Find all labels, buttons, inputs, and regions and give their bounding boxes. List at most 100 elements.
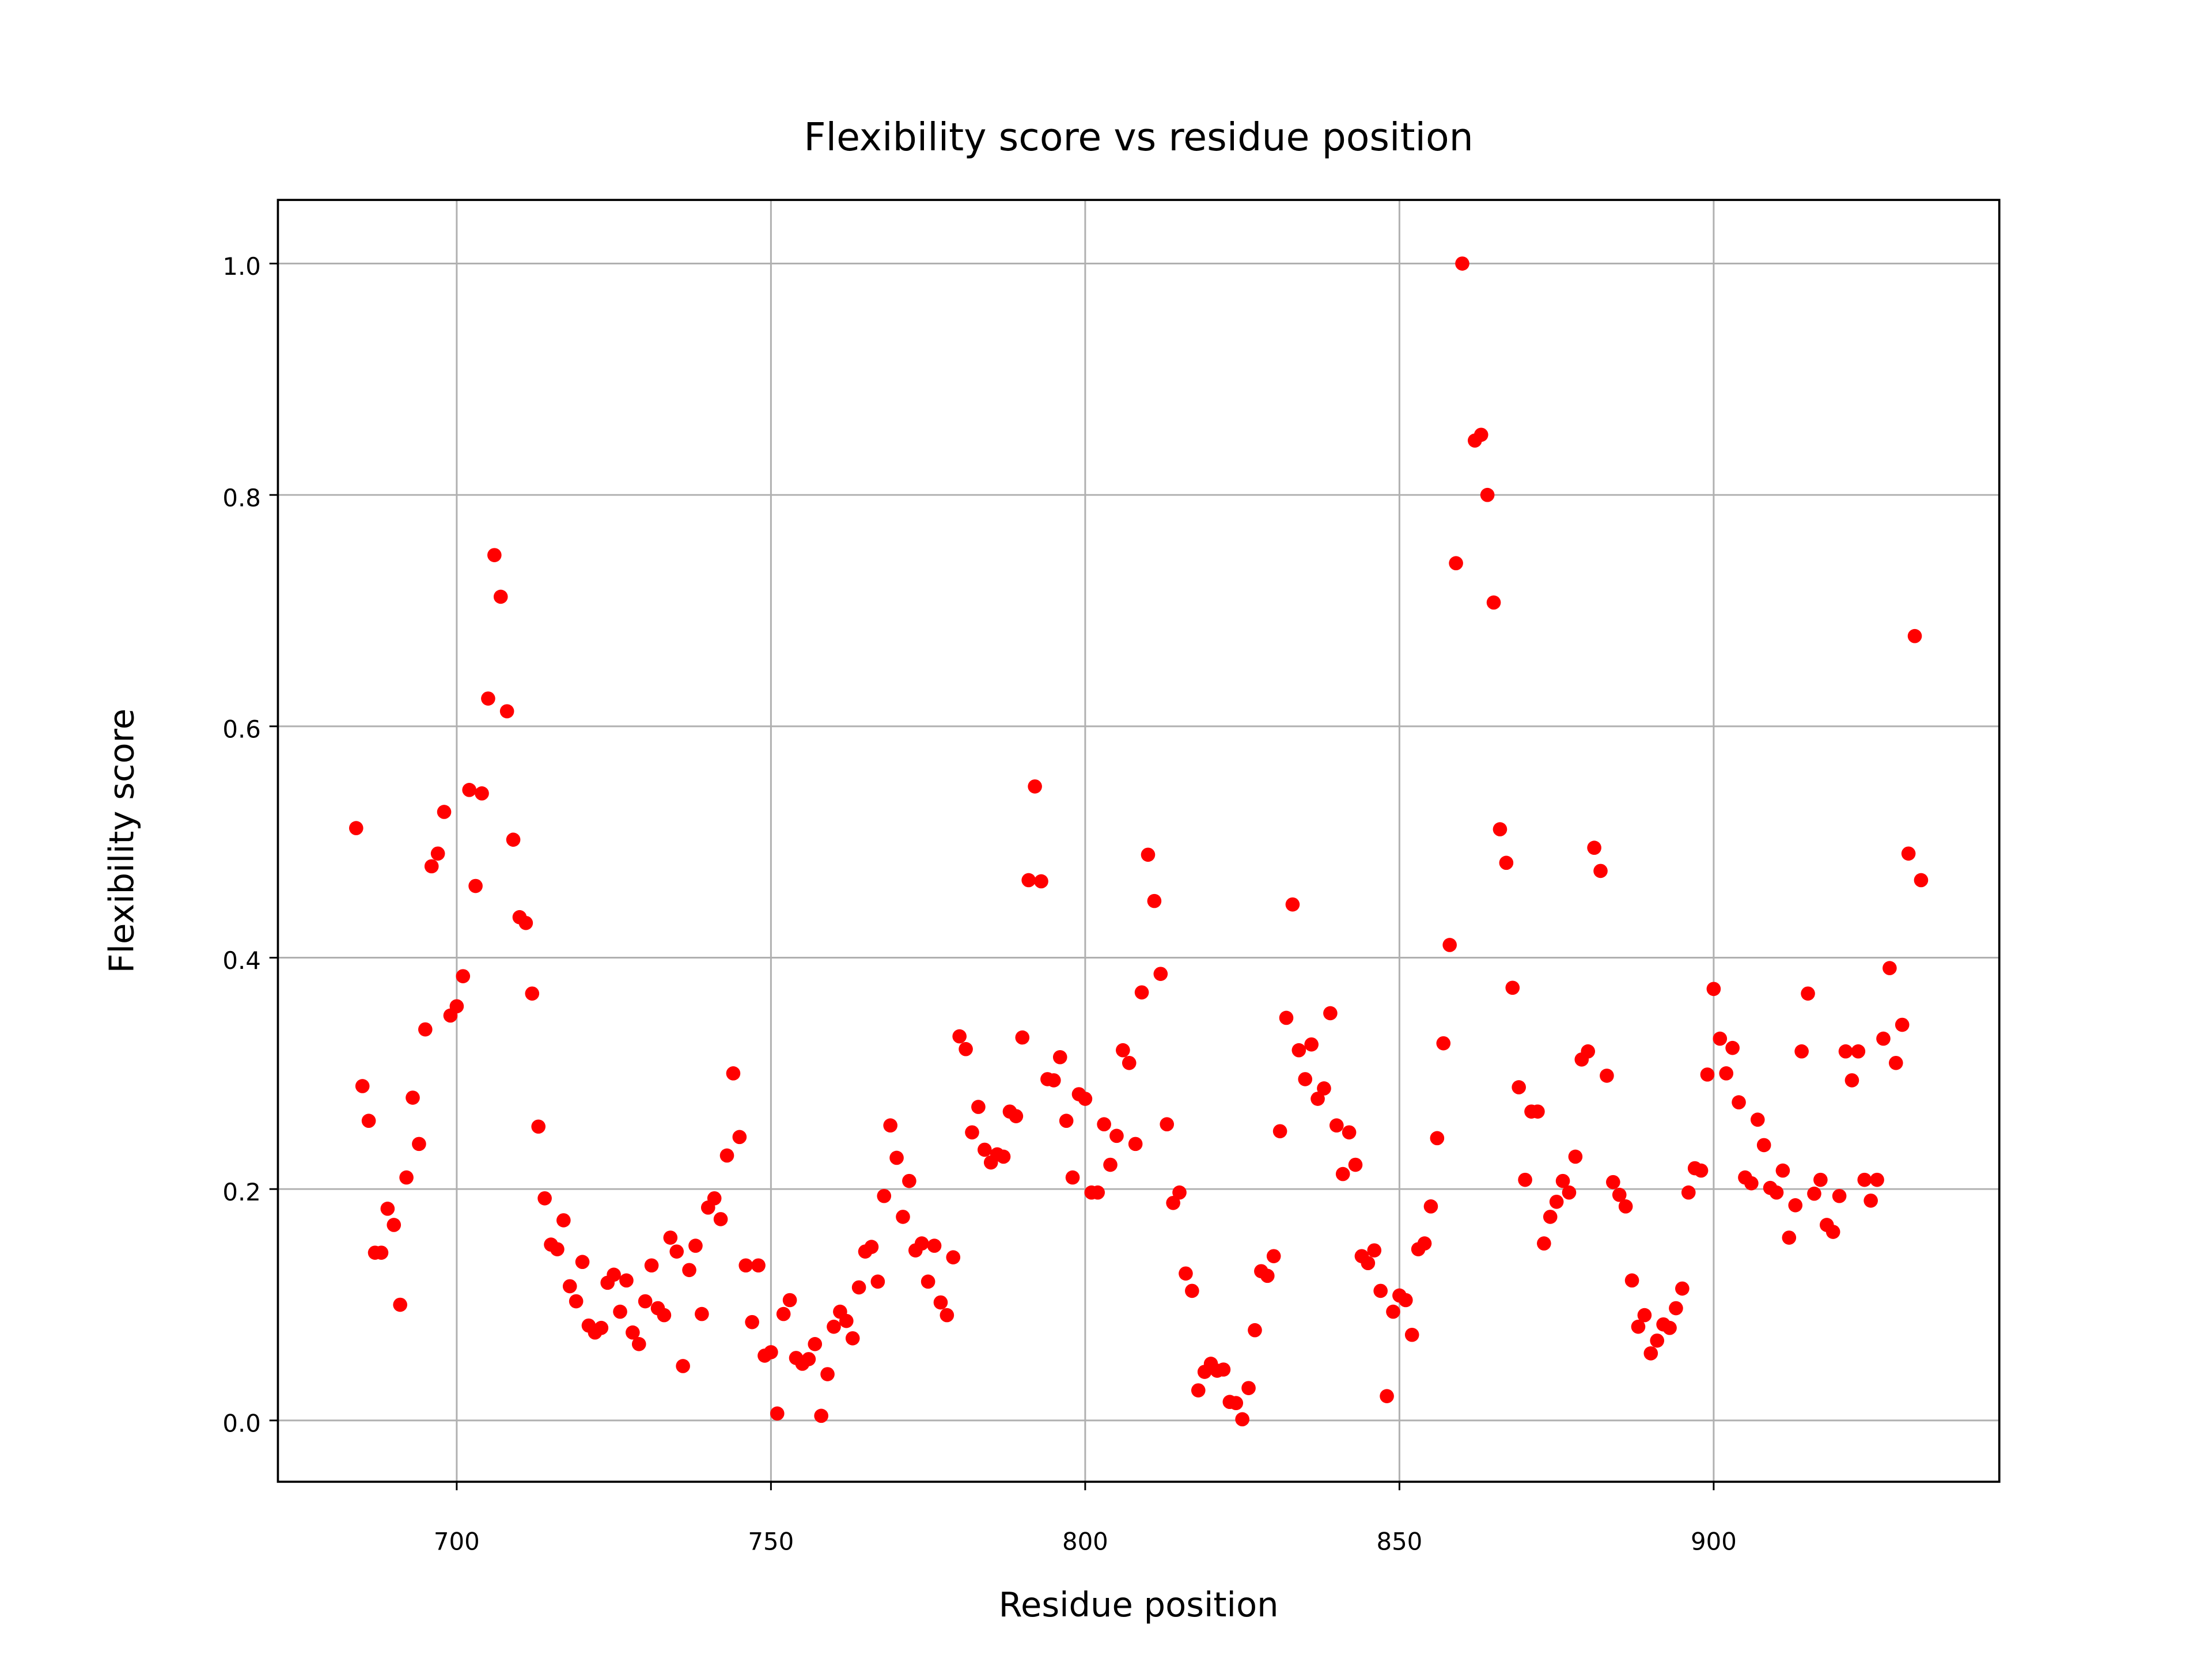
point	[412, 1137, 426, 1152]
point	[1876, 1031, 1891, 1046]
point	[946, 1250, 961, 1264]
point	[1512, 1080, 1526, 1094]
point	[638, 1294, 653, 1309]
point	[1713, 1031, 1728, 1046]
point	[1537, 1236, 1551, 1251]
point	[607, 1267, 621, 1282]
point	[349, 821, 363, 835]
point	[437, 805, 452, 819]
point	[1543, 1210, 1558, 1224]
point	[1090, 1185, 1105, 1200]
point	[1386, 1304, 1400, 1319]
point	[631, 1337, 646, 1351]
point	[657, 1308, 672, 1323]
point	[1587, 840, 1601, 855]
point	[387, 1218, 402, 1232]
point	[1568, 1149, 1583, 1164]
point	[1788, 1198, 1803, 1213]
point	[1669, 1301, 1683, 1316]
point	[1756, 1138, 1771, 1153]
point	[896, 1210, 910, 1224]
point	[1059, 1113, 1074, 1128]
point	[575, 1255, 590, 1270]
point	[914, 1236, 929, 1251]
point	[399, 1170, 414, 1185]
point	[751, 1258, 766, 1273]
point	[726, 1066, 741, 1081]
point	[1725, 1040, 1740, 1055]
point	[1141, 847, 1156, 862]
point	[475, 786, 489, 801]
point	[1706, 982, 1721, 997]
point	[1618, 1199, 1633, 1214]
y-tick-label: 0.2	[222, 1178, 261, 1206]
point	[1505, 980, 1520, 995]
point	[393, 1297, 407, 1312]
point	[1323, 1006, 1338, 1021]
x-tick-label: 850	[1376, 1527, 1422, 1555]
point	[1744, 1176, 1759, 1191]
point	[1832, 1188, 1847, 1203]
point	[1907, 628, 1922, 643]
point	[1888, 1055, 1903, 1070]
point	[1430, 1131, 1445, 1146]
point	[644, 1258, 659, 1273]
point	[1863, 1193, 1878, 1208]
point	[1769, 1185, 1784, 1200]
point	[1870, 1172, 1884, 1187]
y-axis-label: Flexibility score	[101, 709, 141, 973]
point	[851, 1280, 866, 1295]
point	[1298, 1072, 1313, 1086]
point	[1813, 1172, 1828, 1187]
point	[682, 1263, 696, 1278]
point	[1310, 1092, 1325, 1106]
point	[1694, 1163, 1709, 1178]
point	[1229, 1396, 1244, 1411]
point	[537, 1191, 552, 1206]
point	[1329, 1118, 1344, 1133]
point	[1116, 1043, 1130, 1058]
point	[814, 1408, 828, 1423]
point	[1600, 1069, 1614, 1083]
point	[1260, 1268, 1275, 1283]
point	[864, 1240, 879, 1254]
point	[921, 1274, 935, 1289]
point	[1593, 863, 1608, 878]
point	[927, 1238, 942, 1253]
point	[732, 1130, 747, 1145]
point	[1442, 938, 1457, 952]
point	[1078, 1092, 1093, 1106]
point	[493, 589, 508, 604]
point	[1499, 855, 1514, 870]
point	[1160, 1117, 1175, 1132]
point	[1373, 1283, 1388, 1298]
point	[889, 1150, 904, 1165]
point	[1555, 1173, 1570, 1188]
point	[1009, 1109, 1024, 1123]
point	[1147, 893, 1162, 908]
y-tick-label: 0.4	[222, 946, 261, 975]
point	[380, 1202, 395, 1216]
point	[978, 1142, 992, 1157]
point	[1681, 1185, 1696, 1200]
point	[1103, 1157, 1118, 1172]
point	[1637, 1308, 1652, 1323]
point	[1794, 1044, 1809, 1059]
point	[462, 783, 476, 797]
point	[808, 1337, 823, 1351]
point	[1825, 1225, 1840, 1239]
point	[1775, 1163, 1790, 1178]
point	[430, 846, 445, 861]
point	[424, 859, 439, 874]
point	[1624, 1273, 1639, 1288]
point	[355, 1079, 370, 1093]
point	[619, 1273, 634, 1288]
point	[1380, 1389, 1394, 1403]
point	[1285, 897, 1300, 912]
point	[1449, 556, 1463, 571]
point	[456, 969, 471, 983]
point	[933, 1295, 948, 1310]
point	[1367, 1243, 1382, 1257]
point	[1361, 1256, 1376, 1271]
point	[1065, 1170, 1080, 1185]
